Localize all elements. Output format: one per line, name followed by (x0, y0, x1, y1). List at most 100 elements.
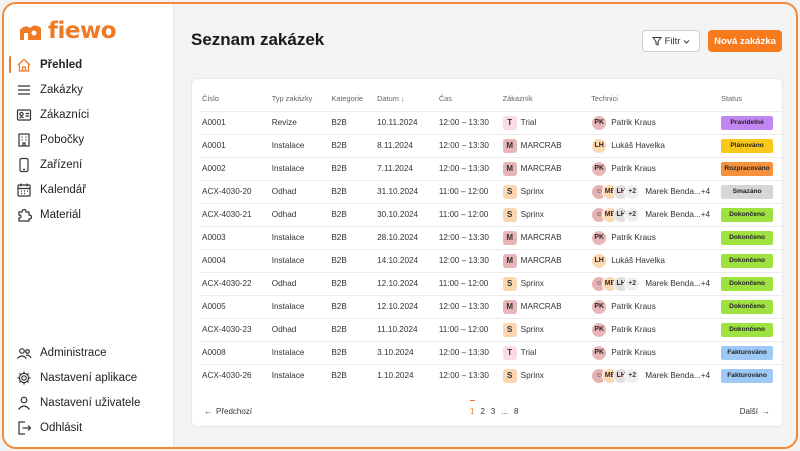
column-header-cislo[interactable]: Číslo (202, 94, 219, 104)
table-row[interactable]: A0005 Instalace B2B 12.10.2024 12:00 – 1… (200, 294, 782, 318)
table-row[interactable]: A0003 Instalace B2B 28.10.2024 12:00 – 1… (200, 225, 782, 249)
sidebar-item-kalendar[interactable]: Kalendář (4, 177, 173, 202)
cell-cislo: ACX-4030-23 (200, 317, 270, 341)
sidebar-item-zakaznici[interactable]: Zákazníci (4, 102, 173, 127)
customer-name: MARCRAB (520, 233, 562, 242)
column-header-kategorie[interactable]: Kategorie (331, 94, 363, 104)
filter-button[interactable]: Filtr (642, 30, 700, 52)
table-row[interactable]: ACX-4030-22 Odhad B2B 12.10.2024 11:00 –… (200, 271, 782, 295)
cell-cislo: A0001 (200, 133, 270, 157)
sidebar-item-odhlasit[interactable]: Odhlásit (4, 415, 173, 440)
table-row[interactable]: A0002 Instalace B2B 7.11.2024 12:00 – 13… (200, 156, 782, 180)
arrow-right-icon: → (762, 407, 770, 416)
sidebar-item-prehled[interactable]: Přehled (4, 52, 173, 77)
page-ellipsis: ... (501, 407, 509, 416)
cell-typ: Instalace (269, 225, 330, 249)
sidebar-item-label: Pobočky (40, 133, 85, 146)
sidebar-item-zarizeni[interactable]: Zařízení (4, 152, 173, 177)
sidebar-item-pobocky[interactable]: Pobočky (4, 127, 173, 152)
sidebar-item-label: Zákazníci (40, 108, 90, 121)
cell-status: Dokončeno (719, 294, 782, 318)
table-row[interactable]: A0008 Instalace B2B 3.10.2024 12:00 – 13… (200, 340, 782, 364)
cell-typ: Instalace (269, 340, 330, 364)
page-1-button[interactable]: 1 (470, 407, 475, 416)
page-8-button[interactable]: 8 (514, 407, 519, 416)
sidebar-item-administrace[interactable]: Administrace (4, 340, 173, 365)
sidebar-item-nastaveni-aplikace[interactable]: Nastavení aplikace (4, 365, 173, 390)
cell-typ: Instalace (269, 133, 330, 157)
customer-avatar: S (502, 184, 517, 199)
cell-status: Dokončeno (719, 317, 782, 341)
avatar: LH (591, 252, 608, 269)
cell-cislo: A0008 (200, 340, 270, 364)
table-row[interactable]: A0004 Instalace B2B 14.10.2024 12:00 – 1… (200, 248, 782, 272)
cell-typ: Revize (269, 110, 330, 134)
puzzle-icon (18, 208, 32, 222)
cell-cas: 12:00 – 13:30 (436, 133, 501, 157)
table-row[interactable]: ACX-4030-23 Odhad B2B 11.10.2024 11:00 –… (200, 317, 782, 341)
orders-card: Číslo Typ zakázky Kategorie Datum ↓ Čas … (191, 78, 783, 427)
logout-icon (18, 420, 32, 435)
sidebar-item-label: Kalendář (40, 183, 87, 196)
status-badge: Smazáno (721, 184, 774, 199)
column-header-status[interactable]: Status (721, 94, 743, 104)
cell-cislo: A0004 (200, 248, 270, 272)
cell-kategorie: B2B (329, 133, 376, 157)
cell-datum: 3.10.2024 (375, 340, 437, 364)
column-header-typ[interactable]: Typ zakázky (271, 94, 313, 104)
technician-name: Patrik Kraus (611, 325, 656, 334)
cell-technici: LH Lukáš Havelka (589, 248, 720, 272)
status-badge: Dokončeno (721, 322, 774, 337)
cell-technici: ☺ MB LH +2 Marek Benda...+4 (589, 271, 720, 295)
cell-status: Dokončeno (719, 225, 782, 249)
cell-typ: Odhad (269, 179, 330, 203)
column-header-datum-label: Datum (377, 94, 399, 104)
column-header-cas[interactable]: Čas (438, 94, 452, 104)
customer-name: Sprinx (520, 187, 544, 196)
building-icon (18, 132, 30, 147)
cell-zakaznik: M MARCRAB (500, 294, 590, 318)
sidebar-item-zakazky[interactable]: Zakázky (4, 77, 173, 102)
table-row[interactable]: ACX-4030-21 Odhad B2B 30.10.2024 11:00 –… (200, 202, 782, 226)
sidebar-item-label: Odhlásit (40, 421, 83, 434)
cell-cislo: A0002 (200, 156, 270, 180)
table-row[interactable]: ACX-4030-20 Odhad B2B 31.10.2024 11:00 –… (200, 179, 782, 203)
table-row[interactable]: A0001 Revize B2B 10.11.2024 12:00 – 13:3… (200, 110, 782, 134)
cell-typ: Odhad (269, 202, 330, 226)
logo[interactable]: fiewo (16, 18, 117, 44)
page-2-button[interactable]: 2 (480, 407, 485, 416)
column-header-datum[interactable]: Datum ↓ (375, 87, 437, 111)
cell-status: Plánováno (719, 133, 782, 157)
cell-technici: LH Lukáš Havelka (589, 133, 720, 157)
previous-page-button[interactable]: ← Předchozí (204, 407, 252, 416)
cell-kategorie: B2B (329, 179, 376, 203)
list-icon (18, 84, 30, 95)
logo-icon (20, 25, 41, 40)
cell-status: Dokončeno (719, 248, 782, 272)
table-row[interactable]: ACX-4030-26 Instalace B2B 1.10.2024 12:0… (200, 363, 782, 387)
cell-status: Rozpracováno (719, 156, 782, 180)
cell-zakaznik: S Sprinx (500, 317, 590, 341)
customer-avatar: S (502, 276, 517, 291)
new-order-button[interactable]: Nová zakázka (708, 30, 782, 52)
page-3-button[interactable]: 3 (490, 407, 496, 416)
next-page-button[interactable]: Další → (740, 407, 770, 416)
cell-typ: Instalace (269, 248, 330, 272)
home-icon (17, 58, 31, 72)
sidebar-item-material[interactable]: Materiál (4, 202, 173, 227)
cell-datum: 28.10.2024 (375, 225, 437, 249)
cell-zakaznik: M MARCRAB (500, 156, 590, 180)
column-header-zakaznik[interactable]: Zákazník (502, 94, 533, 104)
logo-text: fiewo (48, 18, 117, 44)
cell-cas: 12:00 – 13:30 (436, 363, 501, 387)
technician-name: Patrik Kraus (611, 233, 656, 242)
sidebar-item-nastaveni-uzivatele[interactable]: Nastavení uživatele (4, 390, 173, 415)
sidebar-bottom-nav: Administrace Nastavení aplikace Nastaven… (4, 340, 173, 440)
cell-status: Dokončeno (719, 202, 782, 226)
cell-cas: 12:00 – 13:30 (436, 110, 501, 134)
table-row[interactable]: A0001 Instalace B2B 8.11.2024 12:00 – 13… (200, 133, 782, 157)
cell-cas: 11:00 – 12:00 (436, 179, 501, 203)
avatar: PK (591, 114, 608, 131)
customer-avatar: S (502, 207, 517, 222)
column-header-technici[interactable]: Technici (591, 94, 618, 104)
